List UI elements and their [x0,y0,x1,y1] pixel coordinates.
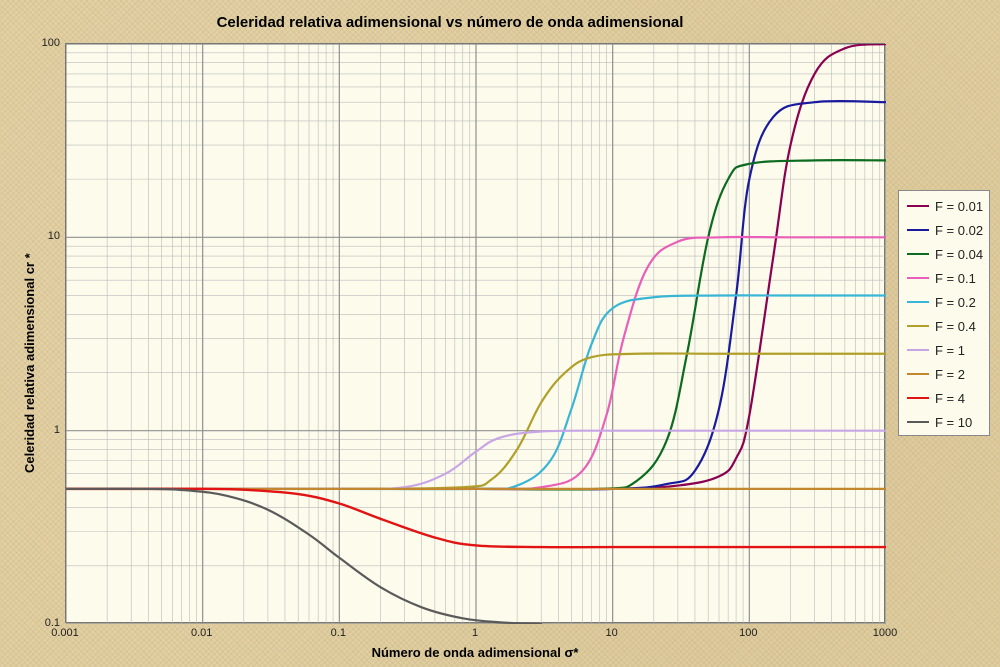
y-tick-label: 0.1 [45,617,60,629]
legend-label: F = 0.4 [935,319,976,334]
legend-item: F = 2 [901,362,987,386]
legend-swatch [907,421,929,423]
legend-item: F = 0.4 [901,314,987,338]
legend-item: F = 0.04 [901,242,987,266]
x-tick-label: 1 [472,627,478,639]
legend-label: F = 0.01 [935,199,983,214]
legend-item: F = 0.1 [901,266,987,290]
legend-swatch [907,397,929,399]
legend-swatch [907,277,929,279]
legend-swatch [907,373,929,375]
legend-item: F = 0.02 [901,218,987,242]
x-tick-label: 0.1 [331,627,346,639]
legend-swatch [907,349,929,351]
legend-label: F = 10 [935,415,972,430]
legend-label: F = 0.04 [935,247,983,262]
legend-label: F = 0.02 [935,223,983,238]
legend-swatch [907,301,929,303]
legend-label: F = 2 [935,367,965,382]
legend-swatch [907,229,929,231]
legend-item: F = 1 [901,338,987,362]
legend-swatch [907,325,929,327]
legend-label: F = 1 [935,343,965,358]
x-tick-label: 10 [606,627,618,639]
y-tick-label: 100 [42,37,60,49]
chart-title: Celeridad relativa adimensional vs númer… [0,14,900,31]
legend-swatch [907,253,929,255]
plot-area [65,43,885,623]
x-tick-label: 1000 [873,627,897,639]
chart-canvas: Celeridad relativa adimensional vs númer… [0,0,1000,667]
x-tick-label: 100 [739,627,757,639]
legend-label: F = 0.1 [935,271,976,286]
x-tick-label: 0.01 [191,627,212,639]
legend-item: F = 0.01 [901,194,987,218]
x-axis-label: Número de onda adimensional σ* [65,645,885,660]
legend-label: F = 4 [935,391,965,406]
plot-svg [66,44,886,624]
legend-label: F = 0.2 [935,295,976,310]
legend-item: F = 10 [901,410,987,434]
y-axis-label: Celeridad relativa adimensional cr * [22,253,37,473]
y-tick-label: 10 [48,230,60,242]
legend-item: F = 0.2 [901,290,987,314]
legend-swatch [907,205,929,207]
legend: F = 0.01 F = 0.02 F = 0.04 F = 0.1 F = 0.2 F … [898,190,990,436]
y-tick-label: 1 [54,424,60,436]
legend-item: F = 4 [901,386,987,410]
